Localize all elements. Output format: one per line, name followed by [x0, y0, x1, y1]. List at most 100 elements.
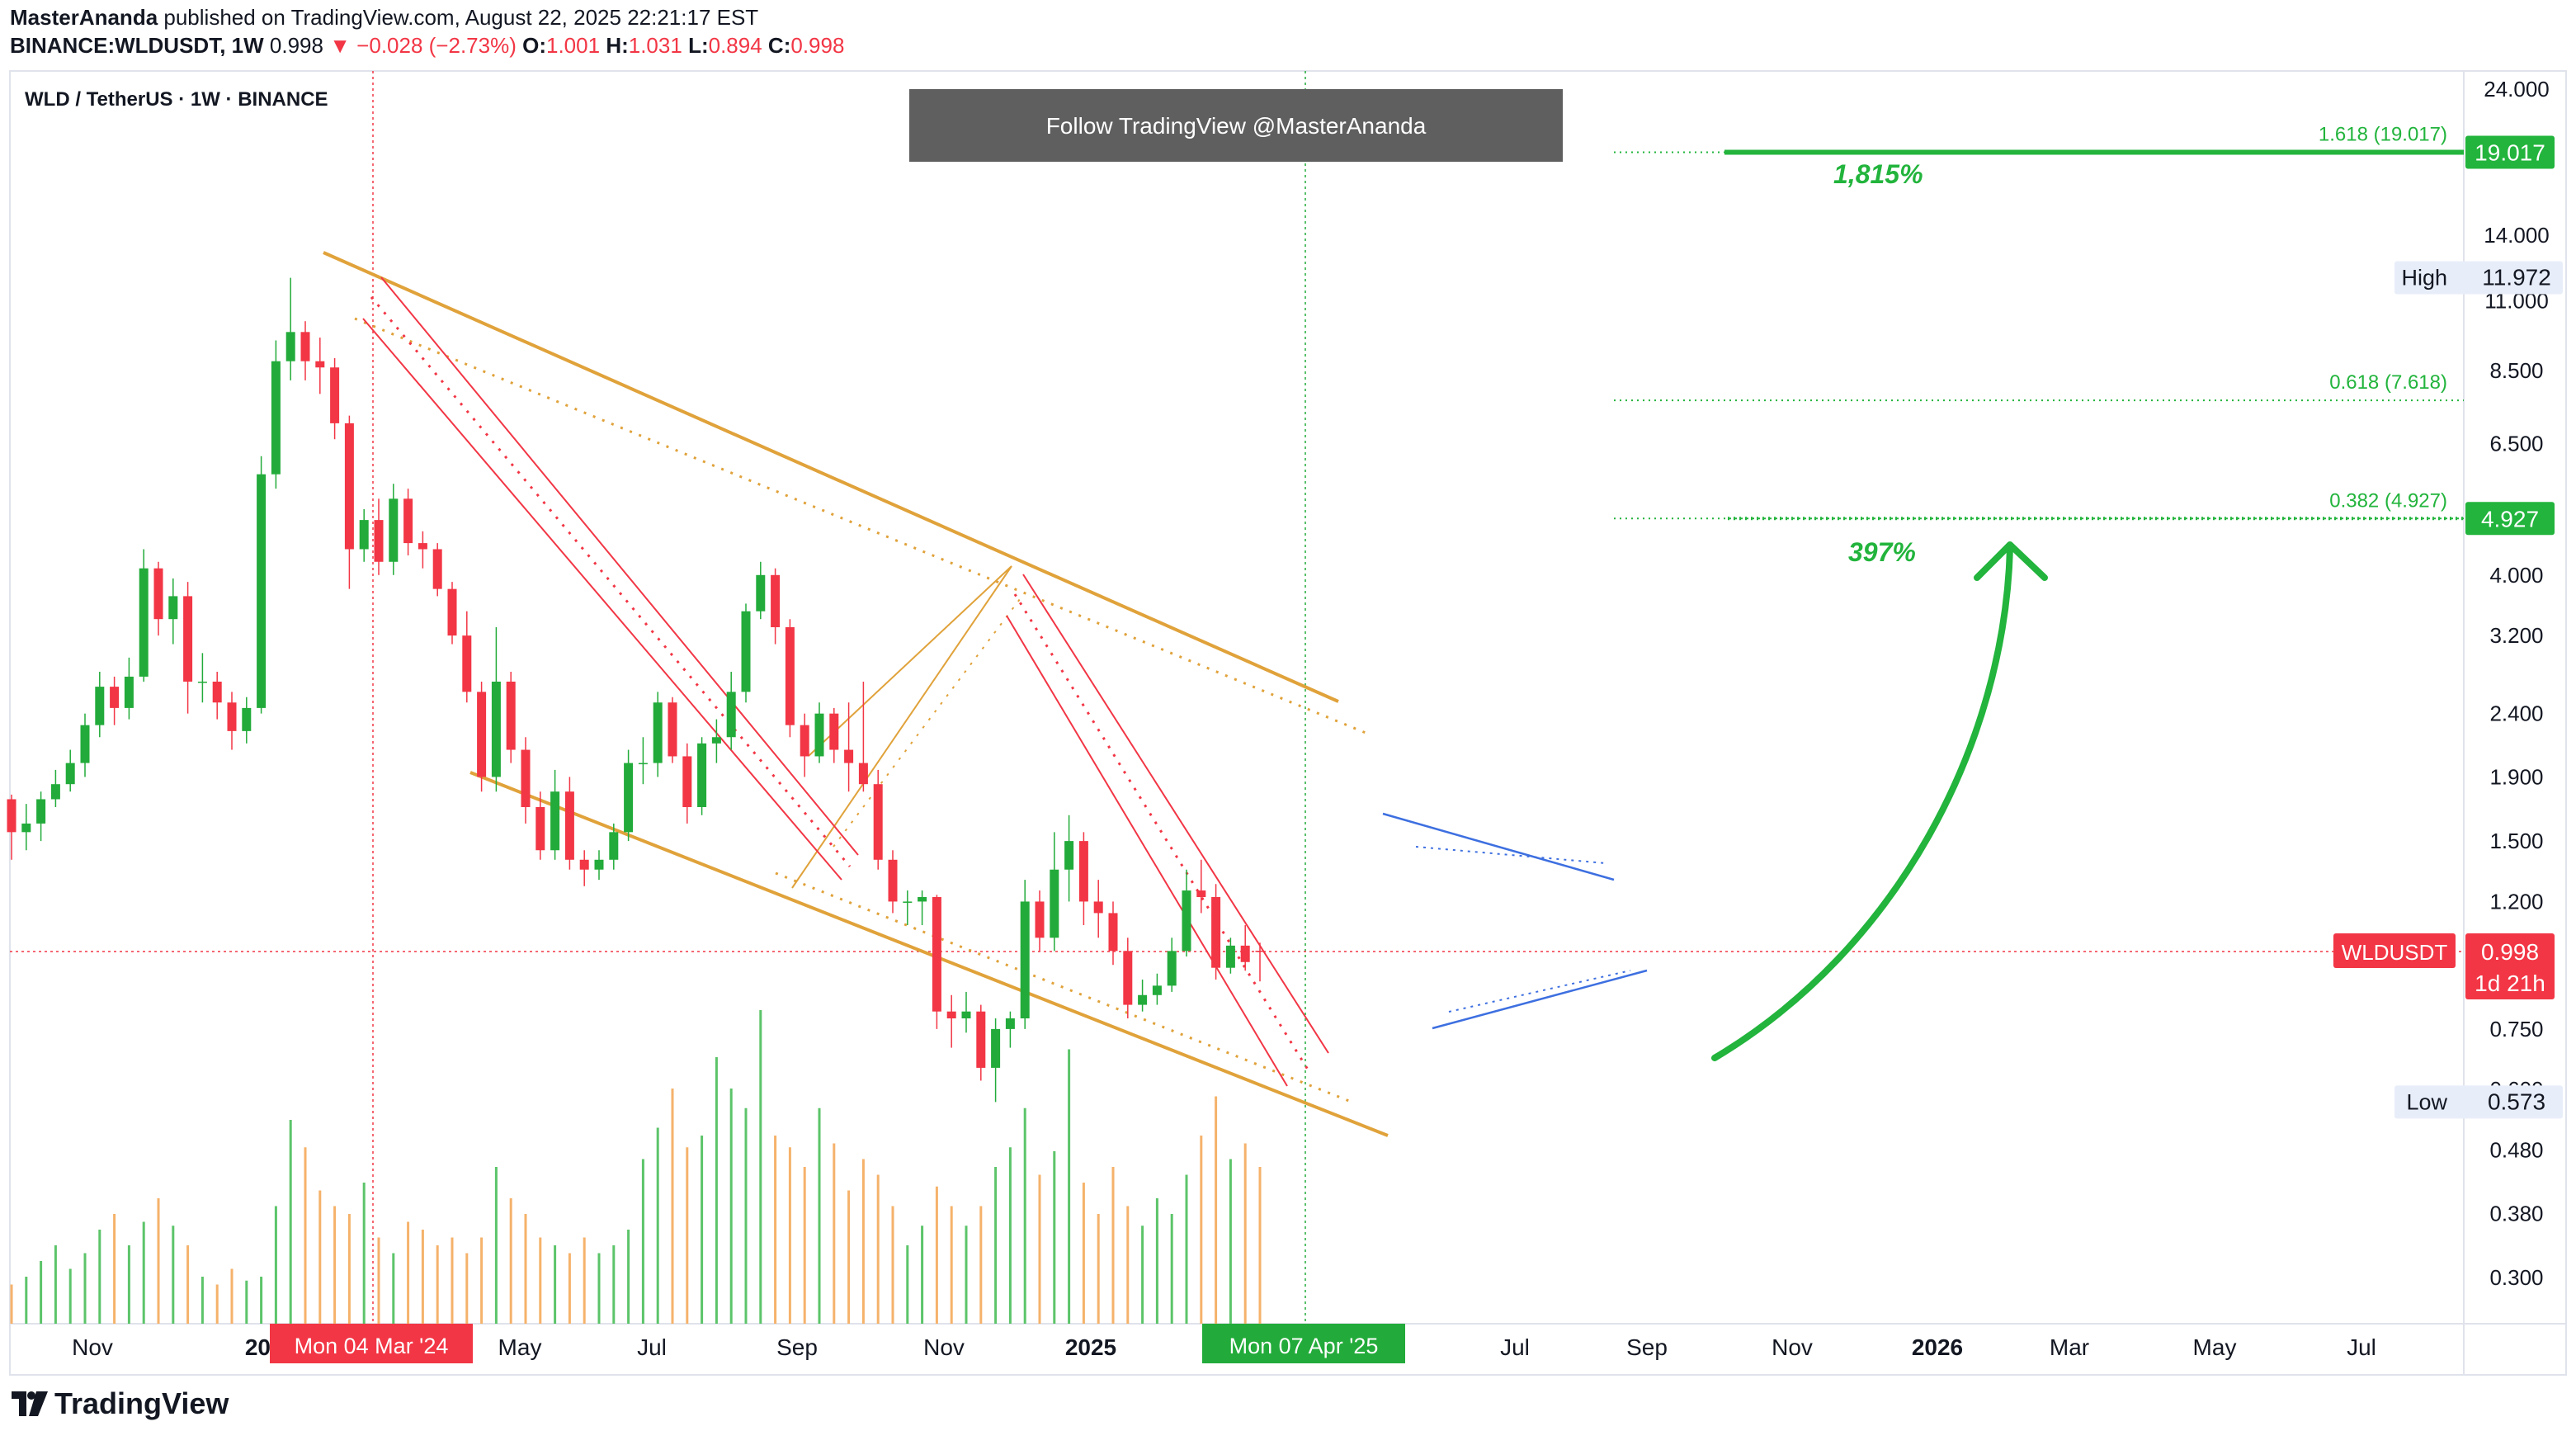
volume-bar [1200, 1136, 1203, 1324]
candle-body[interactable] [65, 763, 75, 785]
candle-body[interactable] [844, 749, 854, 763]
candle-body[interactable] [432, 549, 442, 589]
candle-body[interactable] [418, 543, 427, 550]
candle-body[interactable] [564, 791, 574, 860]
candle-body[interactable] [1225, 945, 1235, 968]
candle-body[interactable] [624, 763, 634, 833]
candle-body[interactable] [814, 713, 824, 757]
volume-bar [201, 1277, 204, 1324]
candle-body[interactable] [697, 743, 707, 807]
candle-body[interactable] [36, 799, 46, 824]
candle-body[interactable] [1050, 869, 1059, 938]
fib-levels: 1.618 (19.017) 0.618 (7.618) 0.382 (4.927) [1614, 123, 2464, 521]
candle-body[interactable] [976, 1011, 986, 1068]
y-tick-label: 14.000 [2484, 223, 2550, 248]
candle-body[interactable] [300, 332, 310, 361]
candle-body[interactable] [257, 474, 267, 708]
candle-body[interactable] [50, 784, 60, 800]
candle-body[interactable] [579, 859, 589, 870]
candle-body[interactable] [462, 635, 472, 692]
candle-body[interactable] [1138, 994, 1148, 1005]
candle-body[interactable] [1123, 951, 1133, 1005]
candle-body[interactable] [756, 574, 766, 612]
candle-body[interactable] [183, 596, 193, 682]
candle-body[interactable] [1211, 897, 1221, 968]
candle-body[interactable] [535, 806, 545, 851]
candle-body[interactable] [80, 725, 90, 763]
candle-body[interactable] [7, 799, 17, 833]
candle-body[interactable] [242, 707, 252, 731]
candle-body[interactable] [711, 737, 721, 744]
candle-body[interactable] [477, 692, 487, 777]
candle-body[interactable] [550, 791, 560, 851]
candle-body[interactable] [726, 692, 736, 738]
candle-body[interactable] [227, 702, 237, 731]
candle-body[interactable] [330, 367, 340, 423]
candle-body[interactable] [829, 713, 839, 750]
candle-body[interactable] [447, 588, 457, 636]
candle-body[interactable] [918, 897, 927, 902]
candle-body[interactable] [506, 681, 516, 750]
candle-body[interactable] [491, 681, 501, 777]
candle-body[interactable] [403, 498, 413, 544]
candle-body[interactable] [682, 756, 692, 807]
candle-body[interactable] [1020, 901, 1030, 1019]
candle-body[interactable] [932, 897, 941, 1012]
candle-body[interactable] [1167, 951, 1177, 986]
tradingview-logo[interactable]: TradingView [12, 1386, 229, 1421]
candle-body[interactable] [668, 702, 677, 757]
candle-body[interactable] [168, 596, 178, 620]
candle-body[interactable] [359, 520, 369, 550]
candle-body[interactable] [741, 611, 751, 692]
volume-bar [377, 1237, 380, 1324]
candle-body[interactable] [344, 423, 354, 550]
follow-banner[interactable]: Follow TradingView @MasterAnanda [1046, 113, 1427, 139]
candle-body[interactable] [991, 1028, 1001, 1068]
candle-body[interactable] [858, 763, 868, 785]
candle-body[interactable] [903, 901, 913, 903]
candle-body[interactable] [285, 332, 295, 361]
candles[interactable] [7, 277, 1265, 1103]
change-value: −0.028 (−2.73%) [356, 33, 517, 58]
candle-body[interactable] [212, 681, 222, 703]
candle-body[interactable] [638, 763, 648, 765]
candle-body[interactable] [888, 859, 898, 902]
candle-body[interactable] [124, 676, 134, 708]
candle-body[interactable] [21, 823, 31, 833]
candle-body[interactable] [594, 859, 604, 870]
candle-body[interactable] [315, 361, 325, 368]
candle-body[interactable] [1064, 841, 1074, 870]
candle-body[interactable] [1255, 951, 1265, 952]
candle-body[interactable] [771, 574, 781, 628]
candle-body[interactable] [197, 681, 207, 683]
candle-body[interactable] [374, 520, 384, 562]
candle-body[interactable] [271, 361, 281, 475]
candle-body[interactable] [139, 568, 149, 677]
candle-body[interactable] [946, 1011, 956, 1019]
candle-body[interactable] [1152, 985, 1162, 995]
candle-body[interactable] [1005, 1018, 1015, 1029]
candle-body[interactable] [1035, 901, 1045, 938]
author-name[interactable]: MasterAnanda [10, 5, 158, 30]
candle-body[interactable] [609, 832, 619, 860]
candle-body[interactable] [1108, 913, 1118, 952]
candle-body[interactable] [1093, 901, 1103, 914]
candle-body[interactable] [800, 725, 809, 757]
candle-body[interactable] [153, 568, 163, 620]
candle-body[interactable] [110, 687, 120, 708]
candle-body[interactable] [1240, 945, 1250, 962]
close-label: C: [767, 33, 791, 58]
candle-body[interactable] [1196, 890, 1206, 898]
candle-body[interactable] [95, 687, 105, 725]
candle-body[interactable] [961, 1011, 971, 1019]
candle-body[interactable] [1078, 841, 1088, 902]
candle-body[interactable] [389, 498, 399, 562]
candle-body[interactable] [785, 627, 795, 725]
volume-bar [847, 1190, 851, 1324]
time-axis[interactable]: Nov2024Mon 04 Mar '24MayJulSepNov2025Mon… [72, 1324, 2376, 1363]
candle-body[interactable] [521, 749, 531, 807]
candle-body[interactable] [873, 784, 883, 860]
candle-body[interactable] [653, 702, 663, 763]
candle-body[interactable] [1182, 890, 1191, 952]
